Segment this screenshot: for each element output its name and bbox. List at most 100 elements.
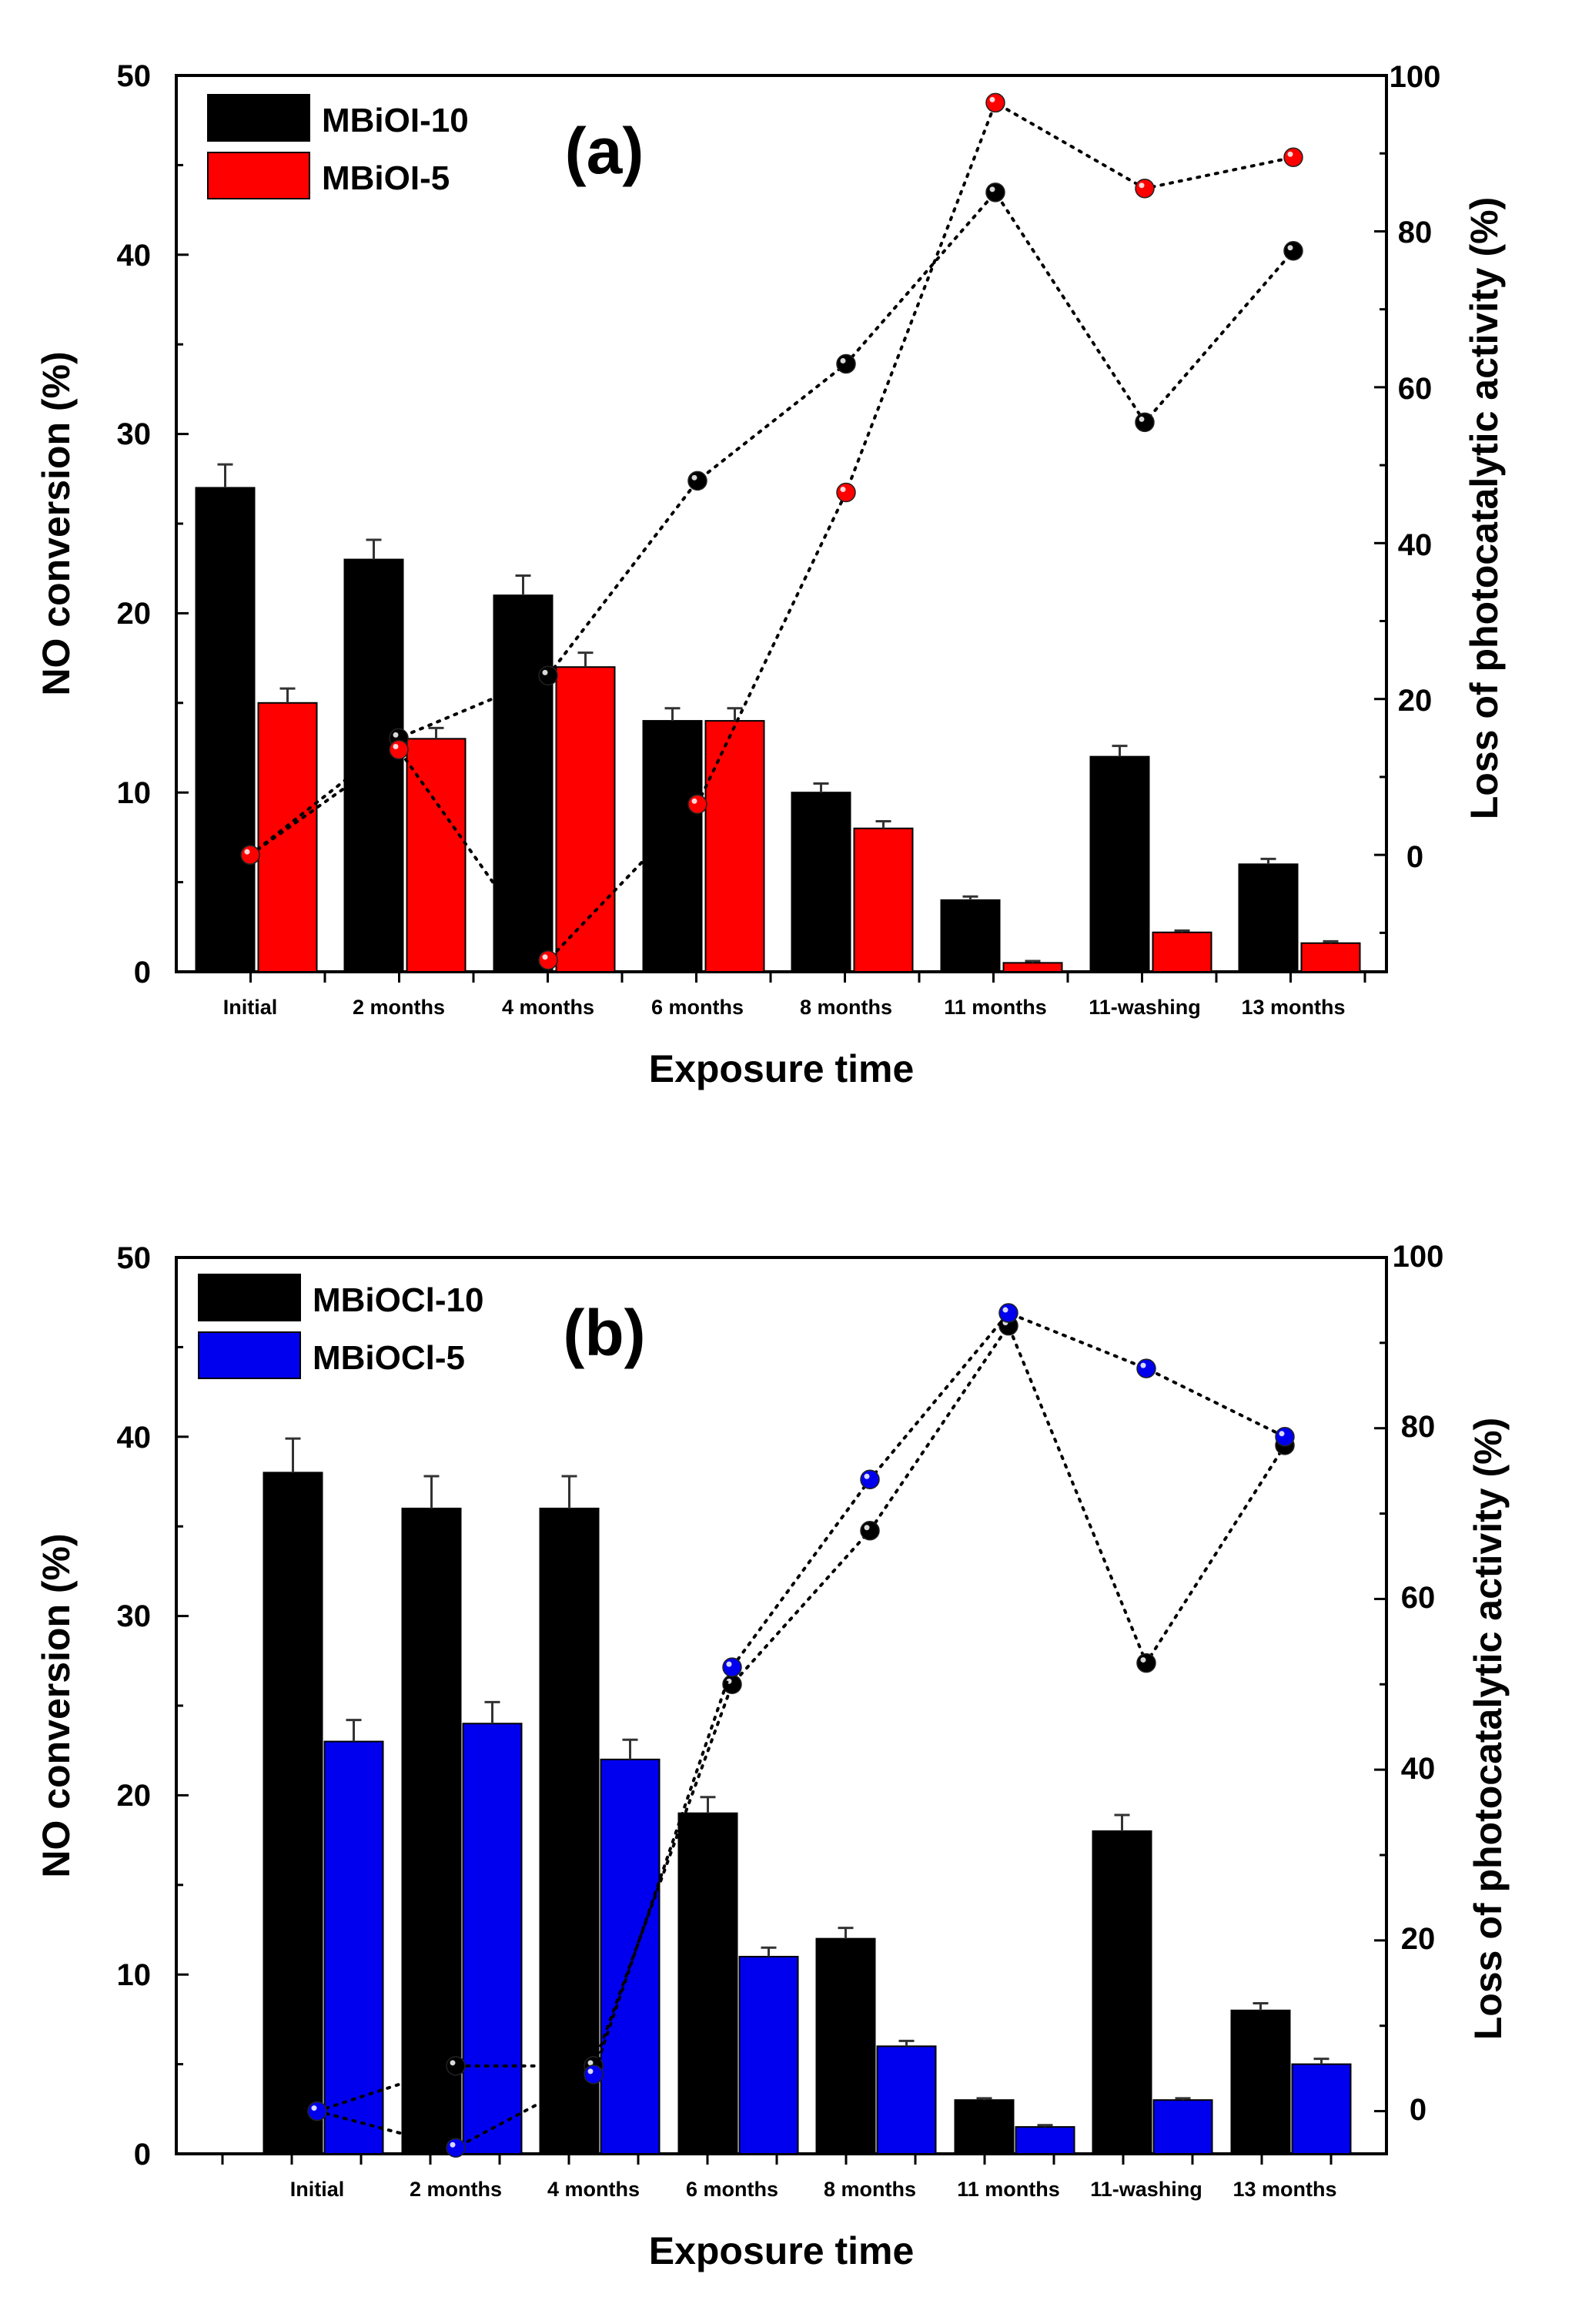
panel-b-bar-mbiocl-5 (323, 1740, 384, 2155)
panel-b-category-label: 4 months (547, 2178, 640, 2201)
panel-b-y-axis-title: NO conversion (%) (35, 1533, 78, 1877)
panel-a-point-mbioi-10-loss (538, 665, 558, 686)
panel-b-point-mbiocl-10-loss (860, 1520, 880, 1541)
panel-b-bar-mbiocl-10 (954, 2099, 1015, 2155)
panel-a-point-highlight (1287, 245, 1293, 251)
panel-b-point-mbiocl-5-loss (860, 1469, 880, 1489)
panel-b-point-mbiocl-10-loss (1136, 1653, 1156, 1673)
panel-b-point-mbiocl-5-loss (998, 1303, 1018, 1323)
panel-a-y-axis-title: NO conversion (%) (35, 351, 78, 695)
panel-b-bar-mbiocl-10 (263, 1472, 323, 2155)
panel-b-y2tick-label: 80 (1401, 1410, 1436, 1444)
panel-b-point-mbiocl-5-loss (584, 2064, 604, 2085)
panel-a-point-highlight (691, 474, 697, 481)
panel-a-point-mbioi-10-loss (836, 353, 856, 374)
panel-a-point-mbioi-5-loss (240, 845, 260, 865)
panel-b-y2tick-label: 100 (1393, 1240, 1444, 1274)
panel-b-bar-mbiocl-10 (677, 1812, 738, 2155)
panel-a-y2tick-label: 20 (1398, 684, 1433, 718)
panel-b-ytick-label: 40 (117, 1421, 152, 1455)
panel-b-y2tick-label: 20 (1401, 1922, 1436, 1956)
panel-b-bar-mbiocl-10 (815, 1937, 876, 2155)
panel-a-point-highlight (542, 669, 548, 675)
panel-b-ytick-label: 0 (134, 2138, 151, 2172)
panel-b-point-highlight (1002, 1307, 1008, 1313)
panel-b-point-highlight (450, 2060, 456, 2066)
panel-b-point-highlight (726, 1661, 732, 1667)
panel-a-point-highlight (393, 732, 399, 738)
panel-b-ytick-label: 10 (117, 1958, 152, 1992)
panel-a-legend-swatch-mbioi-5 (207, 152, 310, 199)
panel-a-y2-axis-title: Loss of photocatalytic activity (%) (1463, 197, 1506, 819)
panel-b-point-highlight (1140, 1657, 1146, 1663)
panel-b-bar-mbiocl-5 (1152, 2099, 1213, 2155)
panel-a-ytick-label: 10 (117, 776, 152, 810)
panel-a-point-mbioi-5-loss (538, 950, 558, 970)
panel-a-point-mbioi-10-loss (1283, 240, 1303, 261)
panel-b-bar-mbiocl-5 (1015, 2126, 1075, 2155)
panel-a-point-mbioi-5-loss (985, 92, 1005, 113)
panel-a-bar-mbioi-10 (791, 792, 851, 973)
panel-a-y2tick-label: 100 (1390, 60, 1441, 94)
panel-b-line-mbiocl-5-loss (316, 1311, 1286, 2150)
panel-b-legend: MBiOCl-10 MBiOCl-5 (198, 1274, 483, 1379)
panel-a-bar-mbioi-5 (257, 702, 318, 973)
panel-a-ytick-label: 30 (117, 417, 152, 451)
panel-b-y2tick-label: 40 (1401, 1752, 1436, 1786)
panel-a-bar-mbioi-10 (940, 899, 1001, 973)
panel-a-bar-mbioi-10 (642, 720, 703, 973)
panel-a-categories: Initial 2 months 4 months 6 months 8 mon… (223, 996, 1346, 1019)
panel-a-category-label: 11-washing (1089, 996, 1201, 1019)
panel-b-point-highlight (311, 2105, 317, 2111)
panel-b-y2-axis-title: Loss of photocatalytic activity (%) (1467, 1418, 1510, 2040)
panel-b-legend-label-mbiocl-5: MBiOCl-5 (313, 1339, 465, 1377)
panel-b-point-highlight (1140, 1362, 1146, 1368)
panel-b-category-label: 2 months (410, 2178, 502, 2201)
panel-b-bar-mbiocl-10 (401, 1507, 462, 2155)
panel-b-ytick-label: 50 (117, 1241, 152, 1275)
panel-b-bar-mbiocl-10 (1230, 2009, 1291, 2155)
panel-a-ticks: 0 10 20 30 40 50 0 20 40 60 80 100 (117, 59, 1441, 990)
panel-b-point-mbiocl-5-loss (1136, 1358, 1156, 1378)
panel-a-point-mbioi-5-loss (389, 739, 409, 760)
panel-b-point-mbiocl-5-loss (446, 2138, 466, 2158)
panel-b-point-highlight (864, 1473, 870, 1479)
panel-b-legend-label-mbiocl-10: MBiOCl-10 (313, 1281, 483, 1319)
panel-a-bar-mbioi-5 (1002, 962, 1063, 973)
panel-b-point-mbiocl-5-loss (722, 1657, 742, 1677)
panel-a-point-highlight (691, 798, 697, 804)
panel-b-bar-mbiocl-5 (600, 1758, 661, 2155)
panel-b-ytick-label: 30 (117, 1599, 152, 1633)
panel-a-point-highlight (1139, 183, 1145, 189)
panel-a: 0 10 20 30 40 50 0 20 40 60 80 100 Initi… (35, 59, 1506, 1090)
panel-a-y2tick-label: 80 (1398, 216, 1433, 249)
panel-b-legend-swatch-mbiocl-5 (198, 1331, 301, 1379)
panel-b-bar-mbiocl-5 (1291, 2063, 1352, 2155)
panel-b-bar-mbiocl-5 (462, 1723, 523, 2155)
panel-b-point-highlight (864, 1525, 870, 1531)
panel-b-category-label: 13 months (1232, 2178, 1336, 2201)
panel-b-x-axis-title: Exposure time (649, 2229, 915, 2272)
panel-b-bar-mbiocl-5 (876, 2045, 937, 2155)
panel-a-category-label: 8 months (800, 996, 892, 1019)
panel-b-line-mbiocl-10-loss (316, 1322, 1286, 2113)
panel-b-point-highlight (1279, 1431, 1285, 1437)
panel-a-x-axis-title: Exposure time (649, 1047, 915, 1090)
panel-a-line-mbioi-10-loss (249, 189, 1295, 857)
panel-b-ticks: 0 10 20 30 40 50 0 20 40 60 80 100 (117, 1240, 1444, 2172)
panel-a-bar-mbioi-5 (1300, 942, 1361, 973)
panel-b-category-label: 11 months (957, 2178, 1060, 2201)
panel-a-bar-mbioi-5 (853, 827, 914, 973)
panel-a-y2tick-label: 40 (1398, 528, 1433, 562)
panel-a-point-highlight (989, 186, 995, 193)
panel-a-bar-mbioi-5 (406, 738, 467, 973)
panel-a-bar-mbioi-10 (1238, 863, 1299, 973)
panel-a-legend-swatch-mbioi-10 (207, 94, 310, 142)
panel-a-y2tick-label: 0 (1406, 840, 1423, 874)
panel-b-point-mbiocl-5-loss (1275, 1427, 1295, 1447)
panel-b-bar-mbiocl-10 (539, 1507, 600, 2155)
panel-a-label: (a) (565, 115, 644, 187)
panel-a-point-mbioi-5-loss (1135, 179, 1155, 199)
panel-b-y2tick-label: 0 (1410, 2093, 1426, 2127)
